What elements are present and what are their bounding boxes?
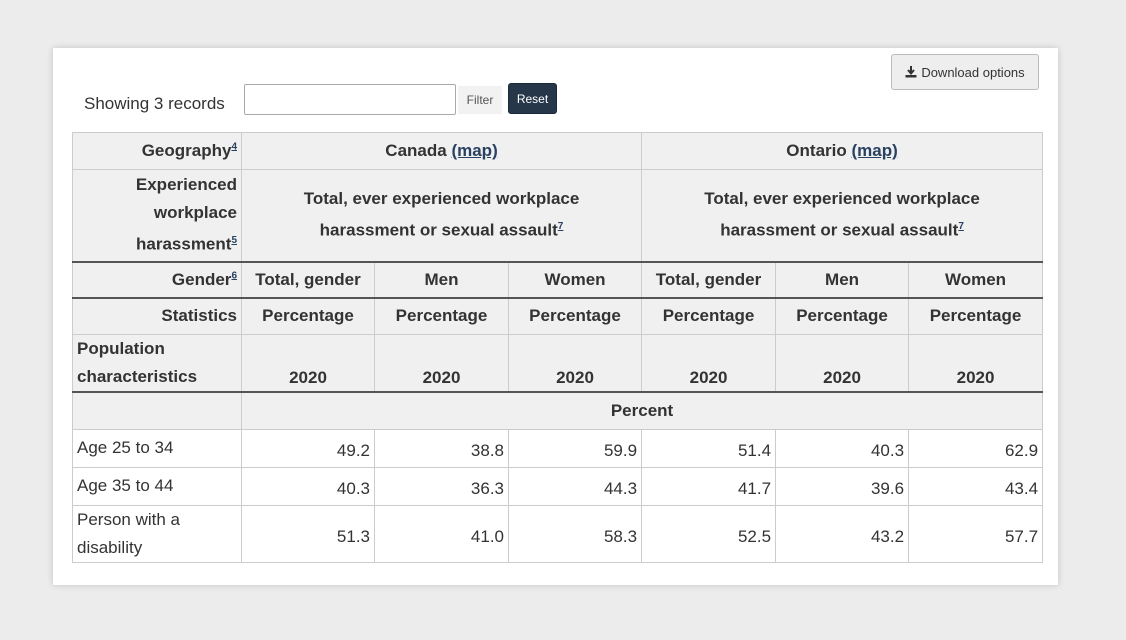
statistics-header: Percentage [374,297,509,335]
download-options-button[interactable]: Download options [891,54,1039,90]
row-label: Age 35 to 44 [72,466,242,506]
row-label: Person with a disability [72,504,242,563]
geography-header-row: Geography4 Canada (map) Ontario (map) [72,132,1044,170]
records-count: Showing 3 records [84,94,225,113]
table-cell: 41.0 [374,504,509,563]
gender-header: Women [507,261,643,299]
table-card: Download options Showing 3 records Filte… [53,48,1058,585]
gender-header: Men [374,261,509,299]
gender-header: Men [775,261,910,299]
table-cell: 57.7 [908,504,1044,563]
table-row: Age 25 to 34 49.2 38.8 59.9 51.4 40.3 62… [72,428,1044,468]
footnote-link[interactable]: 6 [231,269,237,281]
map-link-ontario[interactable]: (map) [851,141,898,160]
gender-header: Total, gender [241,261,375,299]
table-cell: 43.2 [775,504,910,563]
table-cell: 62.9 [908,428,1044,468]
footnote-link[interactable]: 7 [958,221,964,233]
statistics-header: Percentage [507,297,643,335]
table-cell: 36.3 [374,466,509,506]
geography-label: Geography4 [72,132,242,170]
row-label: Age 25 to 34 [72,428,242,468]
table-cell: 51.4 [641,428,777,468]
table-cell: 40.3 [241,466,375,506]
footnote-link[interactable]: 7 [557,221,564,233]
gender-header: Total, gender [641,261,777,299]
table-cell: 40.3 [775,428,910,468]
table-cell: 58.3 [507,504,643,563]
table-cell: 44.3 [507,466,643,506]
year-header: 2020 [775,334,910,393]
unit-row-empty [72,391,242,430]
harassment-label: Experienced workplace harassment5 [72,169,242,263]
year-header: 2020 [374,334,509,393]
footnote-link[interactable]: 4 [231,141,237,153]
map-link-canada[interactable]: (map) [451,141,498,160]
statistics-label: Statistics [72,297,242,335]
gender-header: Women [908,261,1044,299]
table-cell: 59.9 [507,428,643,468]
year-header: 2020 [241,334,375,393]
table-cell: 38.8 [374,428,509,468]
gender-label: Gender6 [72,261,242,299]
table-cell: 49.2 [241,428,375,468]
table-row: Person with a disability 51.3 41.0 58.3 … [72,504,1044,563]
table-row: Age 35 to 44 40.3 36.3 44.3 41.7 39.6 43… [72,466,1044,506]
download-options-label: Download options [921,64,1025,80]
table-cell: 51.3 [241,504,375,563]
harassment-value-ontario: Total, ever experienced workplace harass… [641,169,1044,263]
statistics-header: Percentage [775,297,910,335]
data-table: Geography4 Canada (map) Ontario (map) Ex… [72,132,1044,563]
footnote-link[interactable]: 5 [231,235,237,247]
statistics-header: Percentage [241,297,375,335]
statistics-header: Percentage [641,297,777,335]
population-label: Population characteristics [72,334,242,393]
unit-label: Percent [240,391,1044,430]
statistics-header: Percentage [908,297,1044,335]
harassment-value-canada: Total, ever experienced workplace harass… [240,169,643,263]
year-header: 2020 [641,334,777,393]
filter-button[interactable]: Filter [458,86,502,114]
table-cell: 52.5 [641,504,777,563]
year-header: 2020 [908,334,1044,393]
unit-row: Percent [72,391,1044,430]
reset-button[interactable]: Reset [508,83,557,114]
table-cell: 41.7 [641,466,777,506]
table-cell: 39.6 [775,466,910,506]
download-icon [905,66,917,78]
table-cell: 43.4 [908,466,1044,506]
population-header-row: Population characteristics 2020 2020 202… [72,334,1044,393]
harassment-header-row: Experienced workplace harassment5 Total,… [72,169,1044,263]
filter-input[interactable] [244,84,456,115]
geography-ontario: Ontario (map) [641,132,1044,170]
year-header: 2020 [507,334,643,393]
geography-canada: Canada (map) [240,132,643,170]
gender-header-row: Gender6 Total, gender Men Women Total, g… [72,261,1044,299]
statistics-header-row: Statistics Percentage Percentage Percent… [72,297,1044,335]
